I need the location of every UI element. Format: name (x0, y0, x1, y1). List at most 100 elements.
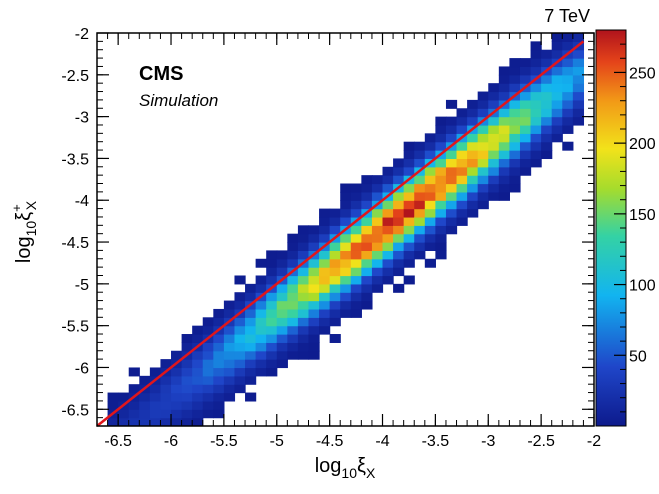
heatmap-cell (329, 208, 341, 218)
heatmap-cell (319, 275, 331, 285)
heatmap-cell (181, 392, 193, 402)
heatmap-cell (467, 141, 479, 151)
heatmap-cell (445, 158, 458, 168)
heatmap-cell (181, 417, 193, 426)
heatmap-cell (551, 99, 563, 109)
heatmap-cell (414, 150, 426, 160)
heatmap-cell (245, 317, 257, 327)
heatmap-cell (160, 392, 172, 402)
heatmap-cell (498, 191, 510, 201)
heatmap-cell (424, 183, 436, 193)
heatmap-cell (361, 216, 373, 226)
heatmap-cell (572, 58, 585, 68)
heatmap-cell (171, 384, 183, 394)
heatmap-cell (329, 267, 341, 277)
heatmap-cell (530, 133, 542, 143)
heatmap-cell (498, 183, 510, 193)
heatmap-cell (382, 216, 394, 226)
heatmap-cell (414, 141, 426, 151)
heatmap-cell (276, 317, 288, 327)
heatmap-cell (149, 400, 162, 410)
heatmap-cell (213, 384, 225, 394)
heatmap-cell (139, 417, 151, 426)
heatmap-cell (403, 183, 415, 193)
heatmap-cell (371, 208, 384, 218)
heatmap-cell (456, 141, 468, 151)
y-tick-label: -4.5 (61, 235, 89, 252)
heatmap-cell (319, 317, 331, 327)
heatmap-cell (572, 83, 585, 93)
heatmap-cell (509, 183, 521, 193)
y-tick-label: -3.5 (61, 151, 89, 168)
heatmap-cell (509, 124, 521, 134)
heatmap-cell (308, 350, 320, 360)
heatmap-cell (530, 49, 542, 59)
heatmap-cell (519, 150, 532, 160)
x-tick-label: -4.5 (316, 433, 344, 450)
heatmap-cell (519, 66, 532, 76)
heatmap-cell (403, 216, 415, 226)
y-tick-label: -2.5 (61, 68, 89, 85)
heatmap-cell (287, 283, 299, 293)
heatmap-cell (287, 250, 299, 260)
y-axis-label: log10ξ+X (9, 200, 39, 263)
heatmap-cell (371, 242, 384, 251)
heatmap-cell (424, 150, 436, 160)
heatmap-cell (371, 191, 384, 201)
heatmap-cell (171, 409, 183, 419)
heatmap-cell (445, 183, 458, 193)
heatmap-cell (319, 283, 331, 293)
heatmap-cell (403, 275, 415, 285)
y-tick-label: -4 (75, 193, 89, 210)
heatmap-cell (266, 258, 278, 268)
heatmap-cell (255, 367, 267, 377)
heatmap-cell (160, 384, 172, 394)
heatmap-cell (551, 49, 563, 59)
heatmap-cell (403, 208, 415, 218)
heatmap-cell (393, 225, 405, 235)
heatmap-cell (171, 392, 183, 402)
heatmap-cell (350, 300, 362, 310)
heatmap-cell (297, 275, 310, 285)
heatmap-cell (519, 141, 532, 151)
heatmap-cell (361, 191, 373, 201)
heatmap-cell (234, 317, 246, 327)
heatmap-cell (308, 275, 320, 285)
heatmap-cell (551, 83, 563, 93)
heatmap-cell (266, 275, 278, 285)
heatmap-cell (350, 233, 362, 243)
heatmap-cell (467, 116, 479, 126)
heatmap-cell (382, 200, 394, 210)
heatmap-cell (287, 233, 299, 243)
heatmap-cell (223, 367, 236, 377)
heatmap-cell (245, 308, 257, 318)
heatmap-cell (562, 66, 574, 76)
heatmap-cell (445, 133, 458, 143)
heatmap-cell (181, 367, 193, 377)
heatmap-cell (266, 308, 278, 318)
x-tick-label: -3 (481, 433, 495, 450)
heatmap-cell (382, 267, 394, 277)
heatmap-cell (488, 158, 500, 168)
heatmap-cell (572, 99, 585, 109)
heatmap-cell (308, 300, 320, 310)
heatmap-cell (477, 166, 489, 176)
heatmap-cell (297, 317, 310, 327)
heatmap-cell (498, 66, 510, 76)
heatmap-cell (435, 242, 447, 251)
heatmap-cell (234, 384, 246, 394)
colorbar-tick-label: 200 (629, 136, 656, 153)
heatmap-cell (551, 116, 563, 126)
heatmap-cell (488, 150, 500, 160)
heatmap-cell (202, 342, 214, 352)
heatmap-cell (128, 400, 140, 410)
heatmap-cell (519, 108, 532, 118)
heatmap-cell (456, 124, 468, 134)
heatmap-cell (393, 216, 405, 226)
heatmap-cell (308, 225, 320, 235)
heatmap-cell (509, 166, 521, 176)
heatmap-cell (456, 216, 468, 226)
heatmap-cell (541, 150, 553, 160)
heatmap-cell (498, 150, 510, 160)
heatmap-cell (530, 124, 542, 134)
